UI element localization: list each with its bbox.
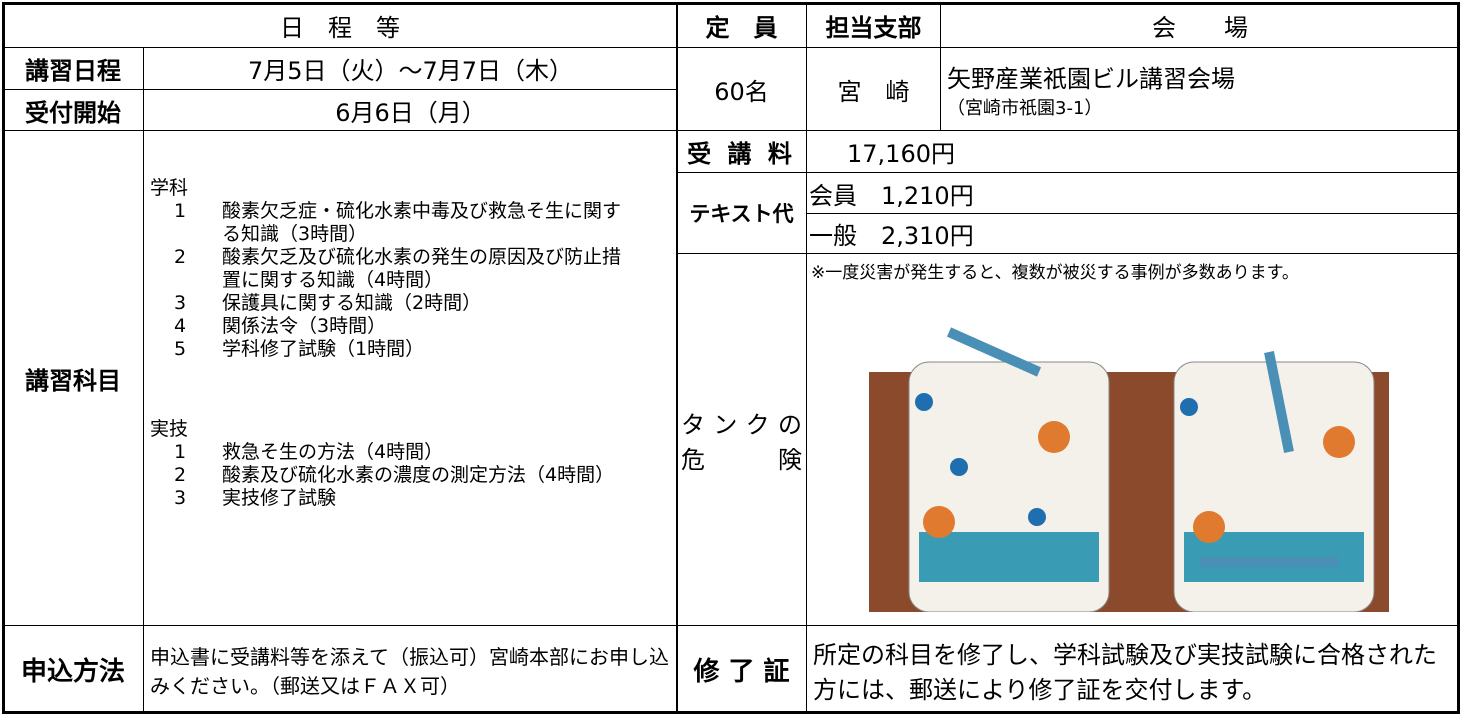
danger-label-line: 危 険 — [681, 445, 802, 474]
item-text: 関係法令（3時間） — [222, 315, 387, 337]
subject-item: 2 酸素及び硫化水素の濃度の測定方法（4時間） — [150, 464, 637, 487]
subject-item: 3 保護具に関する知識（2時間） — [150, 292, 637, 315]
subject-item: 5 学科修了試験（1時間） — [150, 338, 637, 361]
danger-cell: ※一度災害が発生すると、複数が被災する事例が多数あります。 — [806, 253, 1460, 626]
item-number: 1 — [174, 441, 187, 463]
header-schedule: 日 程 等 — [2, 2, 678, 48]
item-number: 4 — [174, 315, 187, 337]
item-text: 保護具に関する知識（2時間） — [222, 292, 482, 314]
header-branch: 担当支部 — [806, 2, 941, 48]
capacity: 60名 — [676, 47, 807, 131]
item-text: 酸素欠乏症・硫化水素中毒及び救急そ生に関する知識（3時間） — [222, 200, 622, 245]
fee-value: 17,160円 — [806, 130, 1460, 173]
venue: 矢野産業祇園ビル講習会場 （宮崎市祇園3-1） — [940, 47, 1460, 131]
illustration — [869, 327, 1389, 612]
subjects-label: 講習科目 — [2, 130, 144, 626]
general-fee: 一般 2,310円 — [806, 213, 1460, 254]
application-label: 申込方法 — [2, 625, 144, 714]
section-title: 実技 — [150, 418, 189, 440]
section-items: 1 酸素欠乏症・硫化水素中毒及び救急そ生に関する知識（3時間） 2 酸素欠乏及び硫化水… — [150, 200, 637, 361]
item-text: 学科修了試験（1時間） — [222, 338, 425, 360]
item-text: 実技修了試験 — [222, 487, 337, 509]
item-number: 2 — [174, 464, 187, 486]
reception-value: 6月6日（月） — [143, 89, 678, 131]
subject-item: 3 実技修了試験 — [150, 487, 637, 510]
text-fee-label: テキスト代 — [676, 172, 807, 254]
subject-item: 1 救急そ生の方法（4時間） — [150, 441, 637, 464]
venue-name: 矢野産業祇園ビル講習会場 — [947, 64, 1235, 93]
header-venue: 会 場 — [940, 2, 1460, 48]
branch: 宮 崎 — [806, 47, 941, 131]
item-number: 3 — [174, 292, 187, 314]
section-items: 1 救急そ生の方法（4時間） 2 酸素及び硫化水素の濃度の測定方法（4時間） 3 実技修了… — [150, 441, 637, 510]
item-number: 2 — [174, 246, 187, 268]
header-capacity: 定 員 — [676, 2, 807, 48]
certificate-label: 修 了 証 — [676, 625, 807, 714]
danger-label: タンクの 危 険 — [676, 253, 807, 626]
item-number: 5 — [174, 338, 187, 360]
application-text: 申込書に受講料等を添えて（振込可）宮崎本部にお申し込みください。（郵送又はＦＡＸ… — [143, 625, 678, 714]
fee-label: 受 講 料 — [676, 130, 807, 173]
subjects: 学科 1 酸素欠乏症・硫化水素中毒及び救急そ生に関する知識（3時間） 2 酸素欠乏及び… — [143, 130, 678, 626]
danger-note: ※一度災害が発生すると、複数が被災する事例が多数あります。 — [811, 263, 1299, 283]
item-text: 酸素欠乏及び硫化水素の発生の原因及び防止措置に関する知識（4時間） — [222, 246, 622, 291]
venue-address: （宮崎市祇園3-1） — [947, 97, 1103, 119]
subject-item: 4 関係法令（3時間） — [150, 315, 637, 338]
date-value: 7月5日（火）～7月7日（木） — [143, 47, 678, 90]
reception-label: 受付開始 — [2, 89, 144, 131]
date-label: 講習日程 — [2, 47, 144, 90]
item-number: 3 — [174, 487, 187, 509]
subject-item: 2 酸素欠乏及び硫化水素の発生の原因及び防止措置に関する知識（4時間） — [150, 246, 637, 292]
item-number: 1 — [174, 200, 187, 222]
danger-label-line: タンクの — [681, 410, 802, 439]
item-text: 酸素及び硫化水素の濃度の測定方法（4時間） — [222, 464, 615, 486]
certificate-text: 所定の科目を修了し、学科試験及び実技試験に合格された方には、郵送により修了証を交… — [806, 625, 1460, 714]
item-text: 救急そ生の方法（4時間） — [222, 441, 444, 463]
member-fee: 会員 1,210円 — [806, 172, 1460, 214]
subject-item: 1 酸素欠乏症・硫化水素中毒及び救急そ生に関する知識（3時間） — [150, 200, 637, 246]
section-title: 学科 — [150, 177, 189, 199]
